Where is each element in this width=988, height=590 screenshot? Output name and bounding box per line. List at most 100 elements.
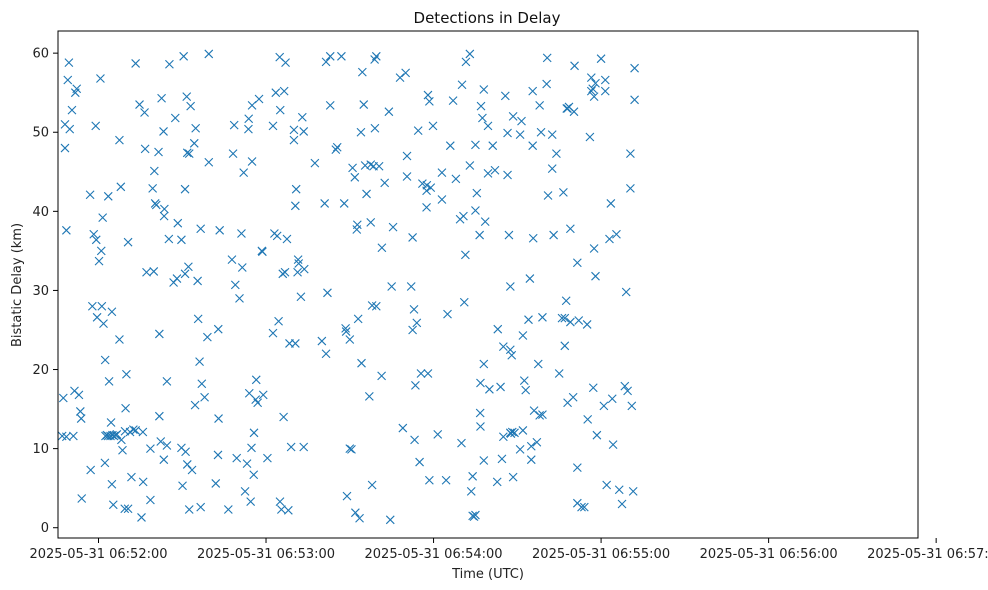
detection-point <box>310 158 320 168</box>
detection-point <box>471 510 480 520</box>
detection-point <box>589 92 599 102</box>
detection-point <box>468 471 478 481</box>
detection-point <box>483 168 493 178</box>
detection-point <box>240 486 250 496</box>
detection-point <box>357 358 366 368</box>
detection-point <box>138 477 148 487</box>
detection-point <box>242 459 252 469</box>
detection-point <box>507 350 517 360</box>
detection-point <box>533 359 543 369</box>
detection-point <box>366 218 376 227</box>
detection-point <box>568 392 578 402</box>
detection-point <box>528 141 538 151</box>
detection-point <box>159 455 169 465</box>
detection-point <box>142 267 151 277</box>
detection-point <box>100 458 110 468</box>
detection-point <box>485 384 494 394</box>
detection-point <box>235 293 244 303</box>
detection-point <box>321 57 331 67</box>
detection-point <box>479 359 489 369</box>
detection-point <box>426 183 436 192</box>
detection-point <box>146 495 155 505</box>
detection-point <box>402 172 412 181</box>
detection-point <box>627 401 637 411</box>
detection-point <box>630 95 639 105</box>
detection-point <box>423 369 433 378</box>
detection-point <box>181 447 190 457</box>
detection-point <box>193 314 203 324</box>
detection-point <box>549 230 559 240</box>
detection-point <box>138 427 148 437</box>
detection-point <box>186 101 196 111</box>
detection-point <box>557 313 567 323</box>
detection-point <box>525 274 535 283</box>
detection-point <box>258 247 267 257</box>
detection-point <box>120 504 130 514</box>
detection-point <box>505 345 515 355</box>
detection-point <box>424 97 434 106</box>
detection-point <box>585 132 595 142</box>
detection-point <box>289 125 299 135</box>
detection-point <box>626 184 635 193</box>
detection-point <box>496 382 505 392</box>
detection-point <box>72 84 82 94</box>
y-tick-label: 10 <box>32 442 49 457</box>
detection-point <box>621 287 631 297</box>
detection-point <box>200 392 209 402</box>
detection-point <box>352 220 362 230</box>
detection-point <box>355 513 364 523</box>
x-axis-ticks: 2025-05-31 06:52:00 2025-05-31 06:53:00 20… <box>29 538 988 562</box>
detection-point <box>112 429 122 439</box>
detection-point <box>492 477 502 487</box>
detection-point <box>254 94 264 104</box>
detection-point <box>280 267 290 277</box>
plot-frame <box>57 30 919 539</box>
detection-point <box>409 305 419 314</box>
detection-point <box>565 224 575 234</box>
detection-point <box>408 233 417 242</box>
detection-point <box>472 188 482 198</box>
detection-point <box>614 485 624 495</box>
detection-point <box>196 502 206 512</box>
detection-point <box>448 96 458 105</box>
detection-point <box>497 454 507 464</box>
detection-point <box>437 168 447 177</box>
detection-point <box>204 49 214 59</box>
detection-point <box>480 217 490 227</box>
x-axis-label: Time (UTC) <box>451 567 524 582</box>
detection-point <box>323 288 332 298</box>
detection-point <box>591 271 600 281</box>
detection-point <box>61 225 71 235</box>
detection-point <box>279 86 289 96</box>
detection-point <box>164 234 174 244</box>
detection-point <box>274 316 283 326</box>
detection-point <box>272 231 282 241</box>
detection-point <box>247 443 256 453</box>
detection-point <box>96 246 106 256</box>
detection-point <box>178 481 187 491</box>
detection-point <box>299 442 309 452</box>
detection-point <box>290 201 300 211</box>
detection-point <box>202 332 212 342</box>
detection-point <box>159 211 169 221</box>
detection-point <box>68 431 78 441</box>
detection-point <box>204 157 214 167</box>
detection-point <box>162 377 172 386</box>
detection-point <box>445 141 455 151</box>
detection-point <box>341 327 351 336</box>
detection-point <box>227 255 237 264</box>
detection-point <box>488 141 498 151</box>
detection-point <box>229 120 239 130</box>
detection-point <box>268 328 278 338</box>
detection-point <box>626 149 635 158</box>
detection-point <box>159 127 168 136</box>
detection-point <box>630 63 639 73</box>
detection-point <box>504 230 514 240</box>
detection-point <box>371 51 381 61</box>
detection-point <box>617 499 627 509</box>
detection-point <box>465 49 475 59</box>
detection-point <box>115 335 124 344</box>
detection-point <box>579 502 589 512</box>
detection-point <box>367 480 377 490</box>
detection-point <box>350 172 360 182</box>
